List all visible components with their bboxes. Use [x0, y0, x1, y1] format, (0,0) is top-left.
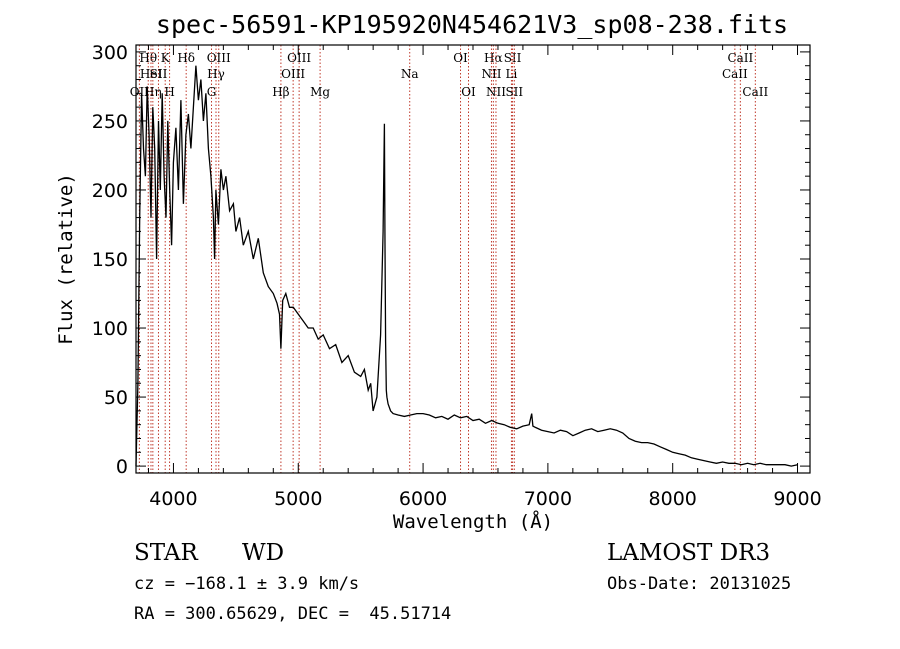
- line-label-0: Hθ: [139, 51, 157, 65]
- line-label-18: Hα: [484, 51, 503, 65]
- line-label-17: OI: [461, 85, 476, 99]
- line-label-14: Mg: [310, 85, 330, 99]
- y-tick-label: 0: [116, 456, 128, 478]
- line-label-11: OIII: [287, 51, 311, 65]
- y-tick-label: 50: [104, 387, 128, 409]
- x-tick-label: 7000: [524, 488, 572, 510]
- line-label-12: OIII: [281, 67, 305, 81]
- line-label-10: G: [207, 85, 217, 99]
- object-class: STAR: [134, 540, 198, 566]
- line-label-13: Hβ: [272, 85, 289, 99]
- x-tick-label: 5000: [274, 488, 322, 510]
- survey-name: LAMOST DR3: [607, 540, 771, 566]
- observation-date: Obs-Date: 20131025: [607, 574, 792, 594]
- x-axis-label: Wavelength (Å): [393, 510, 553, 533]
- line-label-20: NII: [486, 85, 506, 99]
- line-label-26: CaII: [742, 85, 768, 99]
- line-label-22: Li: [506, 67, 518, 81]
- line-label-15: Na: [401, 67, 419, 81]
- line-label-4: K: [161, 51, 171, 65]
- spectrum-series: [135, 65, 798, 467]
- line-label-7: Hδ: [177, 51, 195, 65]
- line-label-19: NII: [481, 67, 501, 81]
- y-tick-label: 200: [92, 180, 128, 202]
- y-tick-label: 150: [92, 249, 128, 271]
- line-label-16: OI: [453, 51, 468, 65]
- y-tick-label: 300: [92, 42, 128, 64]
- object-subclass: WD: [242, 540, 285, 566]
- line-label-5: SII: [150, 67, 168, 81]
- line-label-3: Hη: [144, 85, 162, 99]
- line-label-8: OIII: [207, 51, 231, 65]
- line-label-9: Hγ: [207, 67, 225, 81]
- coordinates: RA = 300.65629, DEC = 45.51714: [134, 604, 452, 624]
- line-label-21: SII: [504, 51, 522, 65]
- line-label-25: CaII: [722, 67, 748, 81]
- line-label-23: SII: [505, 85, 523, 99]
- line-label-2: HeI: [140, 67, 163, 81]
- x-tick-label: 4000: [149, 488, 197, 510]
- line-markers: Hθ OII HeI Hη K SII H Hδ OIII Hγ G OIII OIII Hβ Mg Na OI…: [130, 45, 768, 473]
- y-tick-label: 100: [92, 318, 128, 340]
- redshift-velocity: cz = −168.1 ± 3.9 km/s: [134, 574, 360, 594]
- axis-ticks: 4000 5000 6000 7000 8000 9000 0 50 100 150 200 250 3…: [92, 42, 822, 510]
- line-label-24: CaII: [727, 51, 753, 65]
- x-tick-label: 9000: [773, 488, 821, 510]
- x-tick-label: 6000: [399, 488, 447, 510]
- plot-frame: [135, 44, 811, 474]
- line-label-1: OII: [130, 85, 150, 99]
- chart-title: spec-56591-KP195920N454621V3_sp08-238.fi…: [156, 10, 788, 39]
- y-axis-label: Flux (relative): [55, 173, 77, 345]
- y-tick-label: 250: [92, 111, 128, 133]
- x-tick-label: 8000: [649, 488, 697, 510]
- line-label-6: H: [164, 85, 174, 99]
